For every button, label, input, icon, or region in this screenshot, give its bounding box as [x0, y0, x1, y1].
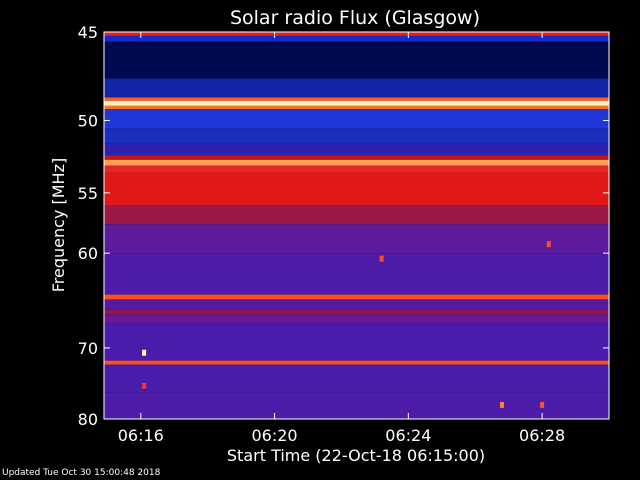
frequency-band: [104, 360, 609, 365]
x-axis-label: Start Time (22-Oct-18 06:15:00): [227, 446, 485, 465]
y-tick-label: 80: [78, 410, 98, 429]
x-axis: 06:16 06:20 06:24 06:28: [118, 32, 565, 445]
frequency-band: [104, 143, 609, 156]
frequency-band: [104, 299, 609, 310]
frequency-band: [104, 309, 609, 315]
updated-timestamp: Updated Tue Oct 30 15:00:48 2018: [2, 468, 161, 478]
burst-spot: [379, 255, 384, 262]
frequency-band: [104, 314, 609, 323]
frequency-bands: [104, 32, 609, 419]
frequency-band: [104, 105, 609, 110]
frequency-band: [104, 294, 609, 300]
burst-spot: [546, 241, 551, 248]
frequency-band: [104, 165, 609, 173]
frequency-band: [104, 253, 609, 295]
plot-area: [103, 31, 610, 420]
frequency-band: [104, 128, 609, 144]
frequency-band: [104, 32, 609, 36]
x-tick-label: 06:16: [118, 426, 164, 445]
frequency-band: [104, 205, 609, 225]
y-tick-label: 60: [78, 244, 98, 263]
frequency-band: [104, 41, 609, 79]
chart-title: Solar radio Flux (Glasgow): [230, 7, 480, 29]
x-tick-label: 06:20: [252, 426, 298, 445]
plot-frame: [103, 31, 610, 420]
burst-spots: [142, 241, 551, 408]
x-tick-label: 06:28: [519, 426, 565, 445]
y-tick-label: 50: [78, 111, 98, 130]
burst-spot: [142, 382, 147, 389]
frequency-band: [104, 155, 609, 160]
y-tick-label: 55: [78, 184, 98, 203]
frequency-band: [104, 364, 609, 393]
burst-spot: [142, 349, 147, 356]
frequency-band: [104, 97, 609, 101]
frequency-band: [104, 322, 609, 361]
y-axis: 45 50 55 60 70 80: [78, 23, 609, 429]
burst-spot: [499, 401, 504, 408]
frequency-band: [104, 100, 609, 106]
frequency-band: [104, 109, 609, 129]
frequency-band: [104, 392, 609, 419]
y-axis-label: Frequency [MHz]: [49, 158, 68, 292]
frequency-band: [104, 224, 609, 254]
y-tick-label: 45: [78, 23, 98, 42]
frequency-band: [104, 172, 609, 206]
frequency-band: [104, 159, 609, 166]
burst-spot: [540, 401, 545, 408]
x-tick-label: 06:24: [385, 426, 431, 445]
frequency-band: [104, 35, 609, 42]
y-tick-label: 70: [78, 339, 98, 358]
frequency-band: [104, 78, 609, 98]
